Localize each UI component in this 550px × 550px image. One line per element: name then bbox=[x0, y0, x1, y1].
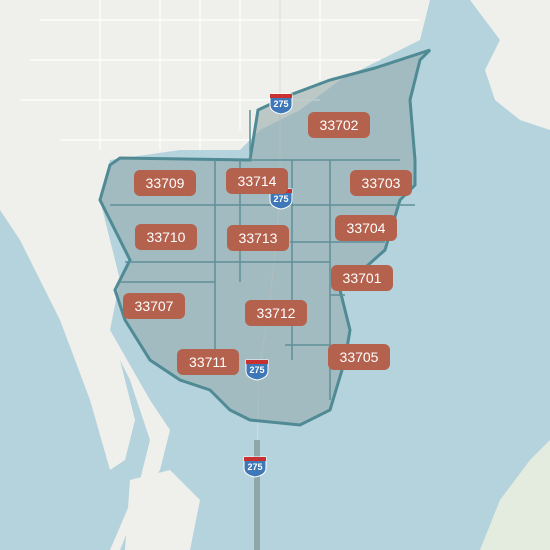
zip-label: 33711 bbox=[177, 349, 239, 375]
zip-label-text: 33702 bbox=[320, 117, 359, 133]
shield-shape bbox=[269, 93, 293, 115]
land-barrier bbox=[0, 140, 135, 470]
shield-number: 275 bbox=[249, 365, 264, 375]
interstate-shield: 275 bbox=[243, 456, 267, 478]
zip-label-box bbox=[245, 300, 307, 326]
zip-label-box bbox=[335, 215, 397, 241]
zip-label-box bbox=[227, 225, 289, 251]
zip-label-text: 33707 bbox=[135, 298, 174, 314]
shield-number: 275 bbox=[247, 462, 262, 472]
shield-top bbox=[246, 360, 268, 364]
zip-label-box bbox=[134, 170, 196, 196]
zip-label: 33704 bbox=[335, 215, 397, 241]
zip-label: 33707 bbox=[123, 293, 185, 319]
shield-top bbox=[244, 457, 266, 461]
zip-label-text: 33703 bbox=[362, 175, 401, 191]
zip-label: 33712 bbox=[245, 300, 307, 326]
land-southeast bbox=[480, 440, 550, 550]
zip-label-box bbox=[308, 112, 370, 138]
shield-shape bbox=[245, 359, 269, 381]
zip-label-box bbox=[135, 224, 197, 250]
zip-label: 33713 bbox=[227, 225, 289, 251]
shield-top bbox=[270, 94, 292, 98]
zip-label-text: 33709 bbox=[146, 175, 185, 191]
zip-label-text: 33714 bbox=[238, 173, 277, 189]
shield-shape bbox=[243, 456, 267, 478]
zip-label-text: 33701 bbox=[343, 270, 382, 286]
zip-label: 33705 bbox=[328, 344, 390, 370]
zip-label: 33710 bbox=[135, 224, 197, 250]
interstate-shield: 275 bbox=[269, 93, 293, 115]
zip-label-text: 33712 bbox=[257, 305, 296, 321]
bridge bbox=[254, 440, 260, 550]
zip-boundary bbox=[110, 110, 415, 400]
zip-label: 33709 bbox=[134, 170, 196, 196]
land-east bbox=[470, 0, 550, 130]
zip-label-box bbox=[331, 265, 393, 291]
zip-label-box bbox=[328, 344, 390, 370]
zip-label: 33701 bbox=[331, 265, 393, 291]
zip-label-box bbox=[226, 168, 288, 194]
zip-label-text: 33713 bbox=[239, 230, 278, 246]
zip-label-box bbox=[350, 170, 412, 196]
zip-label: 33714 bbox=[226, 168, 288, 194]
zip-labels: 33702 33709 33714 33703 33710 33713 33704 33701… bbox=[123, 112, 412, 375]
zip-label-text: 33704 bbox=[347, 220, 386, 236]
zip-label-box bbox=[123, 293, 185, 319]
interstate-shield: 275 bbox=[245, 359, 269, 381]
shields: 275 275 275 275 bbox=[243, 93, 293, 478]
zip-boundaries bbox=[110, 110, 415, 400]
zip-label-text: 33710 bbox=[147, 229, 186, 245]
zip-label-text: 33705 bbox=[340, 349, 379, 365]
zip-label: 33703 bbox=[350, 170, 412, 196]
shield-number: 275 bbox=[273, 99, 288, 109]
zip-label-box bbox=[177, 349, 239, 375]
shield-number: 275 bbox=[273, 194, 288, 204]
land-south bbox=[125, 470, 200, 550]
zip-label: 33702 bbox=[308, 112, 370, 138]
zip-label-text: 33711 bbox=[189, 354, 227, 370]
